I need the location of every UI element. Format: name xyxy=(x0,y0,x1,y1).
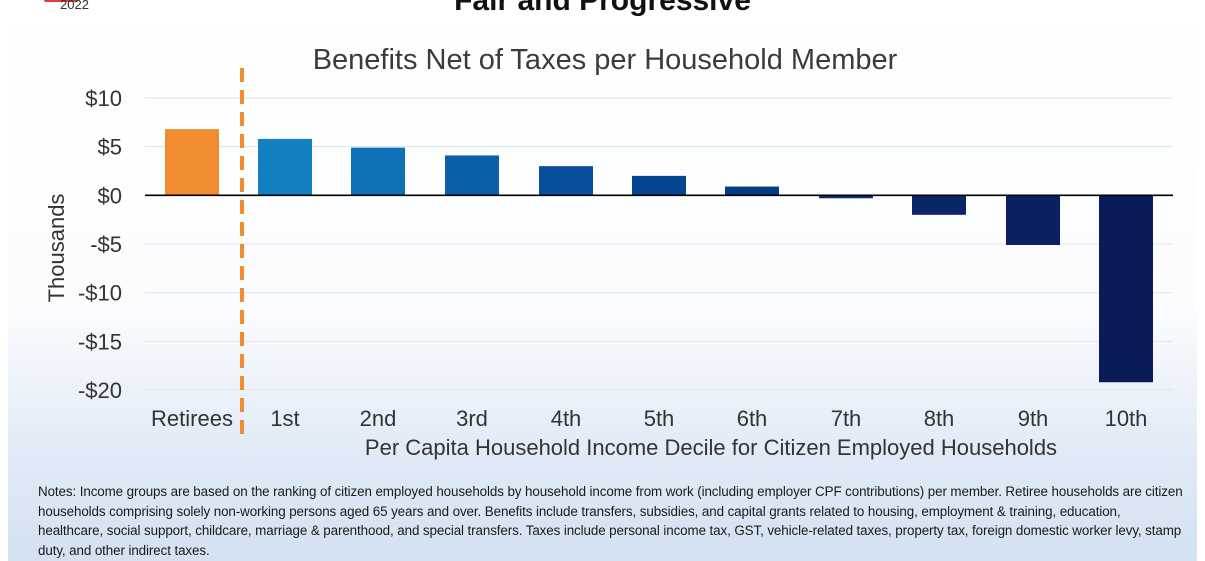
bar-decile-5 xyxy=(632,175,686,196)
y-tick-label: $5 xyxy=(98,135,122,160)
x-axis-label: Per Capita Household Income Decile for C… xyxy=(365,435,1057,460)
bar-decile-10 xyxy=(1099,195,1153,383)
y-tick-label: $10 xyxy=(85,86,122,111)
x-tick-label: 7th xyxy=(831,406,862,431)
bar-decile-7 xyxy=(819,195,873,199)
x-tick-label: 2nd xyxy=(360,406,397,431)
page-headline: Fair and Progressive xyxy=(454,0,751,17)
bar-decile-8 xyxy=(912,195,966,215)
x-tick-label: 10th xyxy=(1105,406,1148,431)
y-tick-label: -$10 xyxy=(78,281,122,306)
chart-title: Benefits Net of Taxes per Household Memb… xyxy=(313,44,898,76)
y-axis-label: Thousands xyxy=(44,194,69,303)
x-tick-label: 3rd xyxy=(456,406,488,431)
x-tick-label: 6th xyxy=(737,406,768,431)
x-tick-label: 5th xyxy=(644,406,675,431)
y-tick-label: -$5 xyxy=(90,232,122,257)
y-tick-label: -$20 xyxy=(78,378,122,403)
y-tick-label: -$15 xyxy=(78,329,122,354)
x-tick-label: 1st xyxy=(270,406,299,431)
chart-notes: Notes: Income groups are based on the ra… xyxy=(38,484,1183,558)
y-tick-label: $0 xyxy=(98,183,122,208)
chart-panel xyxy=(8,0,1197,561)
brand-badge: 2022 xyxy=(38,0,108,26)
bar-retirees xyxy=(165,129,219,196)
bar-decile-6 xyxy=(725,186,779,196)
bar-decile-1 xyxy=(258,138,312,196)
bar-decile-9 xyxy=(1006,195,1060,245)
bar-decile-2 xyxy=(351,147,405,196)
x-tick-label: 8th xyxy=(924,406,955,431)
bar-decile-3 xyxy=(445,155,499,196)
bar-decile-4 xyxy=(539,166,593,196)
x-tick-label: Retirees xyxy=(151,406,233,431)
x-tick-label: 9th xyxy=(1018,406,1049,431)
bar-chart: Benefits Net of Taxes per Household Memb… xyxy=(44,44,1173,460)
x-tick-label: 4th xyxy=(551,406,582,431)
badge-year: 2022 xyxy=(60,0,89,12)
brand-logo xyxy=(44,0,78,2)
